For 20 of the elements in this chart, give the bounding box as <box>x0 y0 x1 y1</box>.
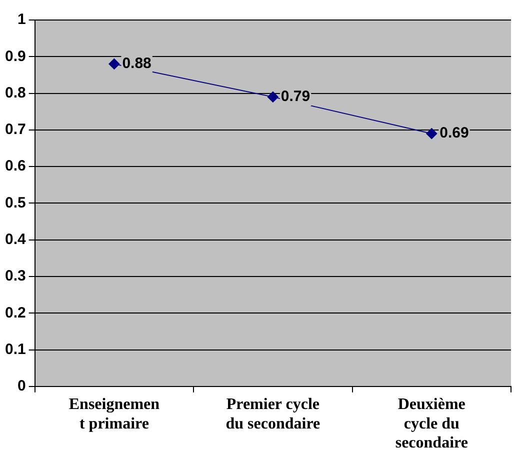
point <box>426 128 438 140</box>
y-tick-label: 0.9 <box>4 48 26 65</box>
point <box>267 91 278 102</box>
point <box>108 58 120 70</box>
y-tick-label: 0.7 <box>4 121 26 138</box>
data-label: 0.79 <box>280 88 310 106</box>
y-tick-label: 0.5 <box>4 194 26 212</box>
y-tick-label: 0.6 <box>4 158 26 175</box>
y-tick-label: 0.3 <box>4 268 26 285</box>
x-tick-label: Premier cycle du secondaire <box>226 396 320 432</box>
x-tick-label: Enseignemen t primaire <box>68 396 160 432</box>
y-tick-label: 0.8 <box>4 84 26 102</box>
y-tick-label: 0.1 <box>4 340 26 358</box>
y-tick-label: 1 <box>18 11 26 28</box>
y-tick-label: 0 <box>18 378 26 395</box>
y-tick-label: 0.4 <box>4 230 26 248</box>
x-tick-label: Deuxième cycle du secondaire <box>395 396 468 452</box>
data-label: 0.88 <box>122 55 152 72</box>
y-tick-label: 0.2 <box>4 304 26 322</box>
data-label: 0.69 <box>440 124 469 142</box>
